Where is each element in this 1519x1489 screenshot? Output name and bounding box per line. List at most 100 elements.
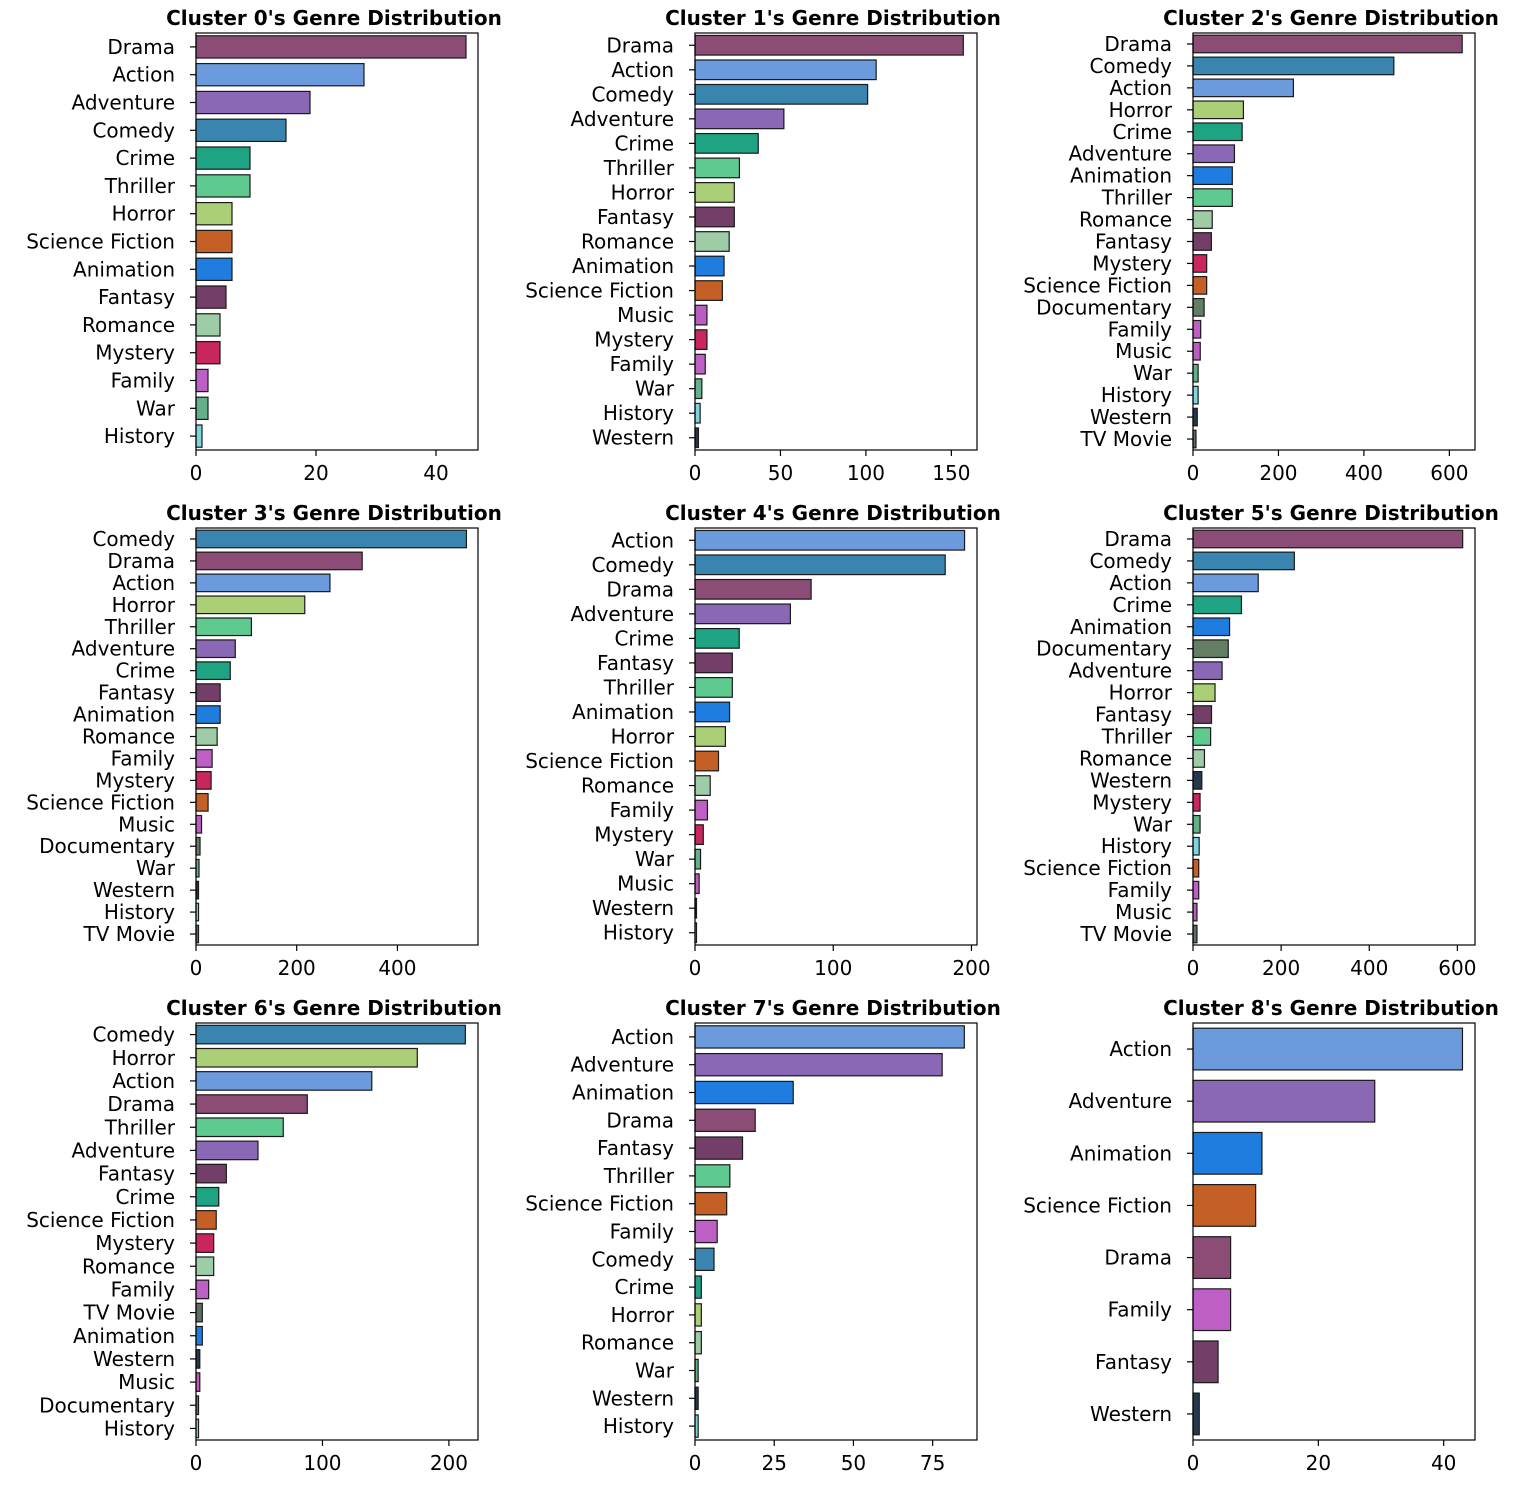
x-tick-label: 50 <box>841 1451 866 1475</box>
category-label: Music <box>118 1370 175 1394</box>
bar-comedy <box>195 529 468 549</box>
category-label: Horror <box>611 1303 675 1327</box>
category-label: Horror <box>112 202 176 226</box>
bar-music <box>195 814 203 834</box>
chart-title: Cluster 8's Genre Distribution <box>1163 996 1499 1020</box>
category-label: History <box>603 401 674 425</box>
bar-animation <box>195 257 233 282</box>
bar-comedy <box>694 554 946 576</box>
bar-horror <box>195 1047 418 1068</box>
bar-adventure <box>694 108 785 130</box>
category-label: Western <box>1090 768 1172 792</box>
category-label: Action <box>112 1069 175 1093</box>
category-label: Mystery <box>95 341 175 365</box>
x-tick-label: 20 <box>1306 1451 1331 1475</box>
bar-horror <box>195 201 233 226</box>
bar-animation <box>694 701 731 723</box>
category-label: Music <box>617 872 674 896</box>
x-tick-label: 400 <box>1345 461 1383 485</box>
bar-horror <box>694 726 727 747</box>
bar-action <box>1192 573 1259 593</box>
x-tick-label: 40 <box>423 461 448 485</box>
category-label: Romance <box>1079 208 1172 232</box>
bar-thriller <box>195 174 251 198</box>
bar-comedy <box>195 1024 466 1045</box>
category-label: Animation <box>1070 1141 1172 1165</box>
bar-music <box>694 304 708 326</box>
category-label: Documentary <box>1036 295 1172 319</box>
bar-drama <box>1192 1236 1232 1280</box>
category-label: Family <box>610 352 675 376</box>
category-label: Horror <box>611 180 675 204</box>
bar-science-fiction <box>694 280 723 301</box>
category-label: Drama <box>606 577 674 601</box>
plot-frame <box>195 32 479 451</box>
bar-thriller <box>694 1164 731 1188</box>
category-label: War <box>635 847 675 871</box>
category-label: History <box>603 921 674 945</box>
category-label: Western <box>93 878 175 902</box>
bar-family <box>1192 1288 1232 1332</box>
category-label: Music <box>617 303 674 327</box>
chart-title: Cluster 3's Genre Distribution <box>166 501 502 525</box>
bar-fantasy <box>694 652 733 674</box>
category-label: Comedy <box>591 1247 674 1271</box>
bar-crime <box>694 1275 702 1299</box>
x-tick-label: 0 <box>190 956 203 980</box>
bar-history <box>1192 385 1199 405</box>
plot-frame <box>195 527 479 946</box>
category-label: Romance <box>82 725 175 749</box>
x-tick-label: 200 <box>430 1451 468 1475</box>
category-label: Crime <box>1112 593 1172 617</box>
bar-war <box>1192 363 1199 383</box>
chart-title: Cluster 0's Genre Distribution <box>166 6 502 30</box>
category-label: Drama <box>1104 32 1172 56</box>
category-label: Fantasy <box>597 1136 674 1160</box>
chart-title: Cluster 1's Genre Distribution <box>665 6 1001 30</box>
category-label: Thriller <box>104 1115 176 1139</box>
category-label: Mystery <box>594 823 674 847</box>
category-label: Crime <box>614 1275 674 1299</box>
category-label: Science Fiction <box>26 1208 175 1232</box>
bar-mystery <box>195 340 221 365</box>
bar-war <box>195 396 209 421</box>
bar-mystery <box>1192 254 1208 273</box>
category-label: War <box>1133 812 1173 836</box>
bar-animation <box>1192 617 1231 637</box>
category-label: Western <box>592 896 674 920</box>
category-label: Romance <box>581 1331 674 1355</box>
category-label: Crime <box>115 659 175 683</box>
category-label: Family <box>111 369 176 393</box>
plot-frame <box>1192 32 1476 451</box>
category-label: Family <box>610 1220 675 1244</box>
chart-title: Cluster 7's Genre Distribution <box>665 996 1001 1020</box>
bar-western <box>1192 771 1203 790</box>
bar-thriller <box>195 617 252 637</box>
category-label: Drama <box>606 1108 674 1132</box>
bar-adventure <box>1192 661 1223 681</box>
bar-horror <box>195 595 306 615</box>
bar-drama <box>694 1108 756 1133</box>
bar-science-fiction <box>1192 858 1200 878</box>
bar-drama <box>1192 529 1464 549</box>
bar-fantasy <box>195 683 221 702</box>
x-tick-label: 100 <box>303 1451 341 1475</box>
bar-romance <box>694 775 711 796</box>
category-label: Science Fiction <box>1023 1193 1172 1217</box>
x-tick-label: 20 <box>303 461 328 485</box>
category-label: Comedy <box>591 553 674 577</box>
category-label: TV Movie <box>83 922 175 946</box>
category-label: Fantasy <box>1095 230 1172 254</box>
x-tick-label: 40 <box>1431 1451 1456 1475</box>
bar-drama <box>694 34 964 56</box>
category-label: Drama <box>107 1092 175 1116</box>
bar-adventure <box>195 90 311 115</box>
bar-fantasy <box>694 1136 744 1160</box>
category-label: Drama <box>107 35 175 59</box>
x-tick-label: 0 <box>1187 461 1200 485</box>
bar-family <box>694 353 706 375</box>
bar-fantasy <box>694 206 735 228</box>
category-label: Science Fiction <box>525 279 674 303</box>
category-label: Romance <box>82 313 175 337</box>
